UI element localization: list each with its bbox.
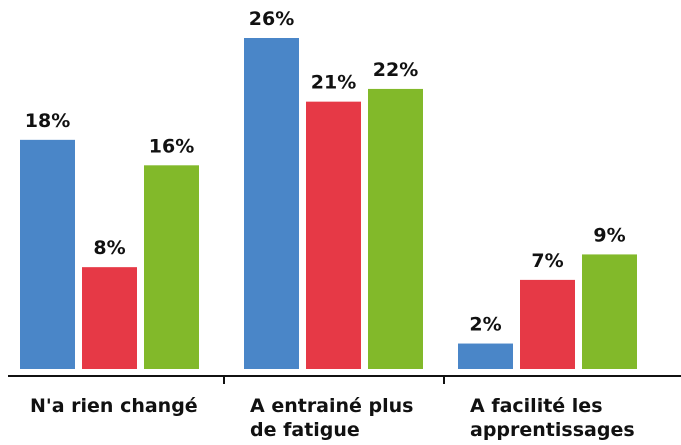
value-labels-layer: 18% 8% 16% 26% 21% 22% 2% 7% 9%: [25, 8, 626, 336]
bars-layer: [20, 38, 637, 370]
bar-1-2: [82, 267, 137, 369]
value-label-2-1: 26%: [249, 8, 294, 30]
bar-3-3: [582, 254, 637, 369]
bar-2-3: [368, 88, 423, 369]
value-label-3-2: 7%: [531, 250, 563, 272]
x-axis: [8, 375, 681, 384]
category-label-1: N'a rien changé: [30, 395, 198, 417]
value-label-1-1: 18%: [25, 110, 70, 132]
value-label-1-2: 8%: [93, 237, 125, 259]
bar-1-1: [20, 139, 75, 369]
bar-1-3: [144, 165, 199, 369]
value-label-1-3: 16%: [149, 135, 194, 157]
value-label-3-1: 2%: [469, 314, 501, 336]
bar-2-2: [306, 101, 361, 370]
value-label-2-3: 22%: [373, 59, 418, 81]
category-labels-layer: N'a rien changé A entrainé plus de fatigue…: [30, 395, 635, 441]
bar-3-2: [520, 279, 575, 369]
bar-2-1: [244, 38, 299, 369]
category-label-2: A entrainé plus de fatigue: [250, 395, 414, 441]
bar-3-1: [458, 343, 513, 369]
value-label-3-3: 9%: [593, 224, 625, 246]
category-label-3: A facilité les apprentissages: [470, 395, 635, 441]
value-label-2-2: 21%: [311, 72, 356, 94]
